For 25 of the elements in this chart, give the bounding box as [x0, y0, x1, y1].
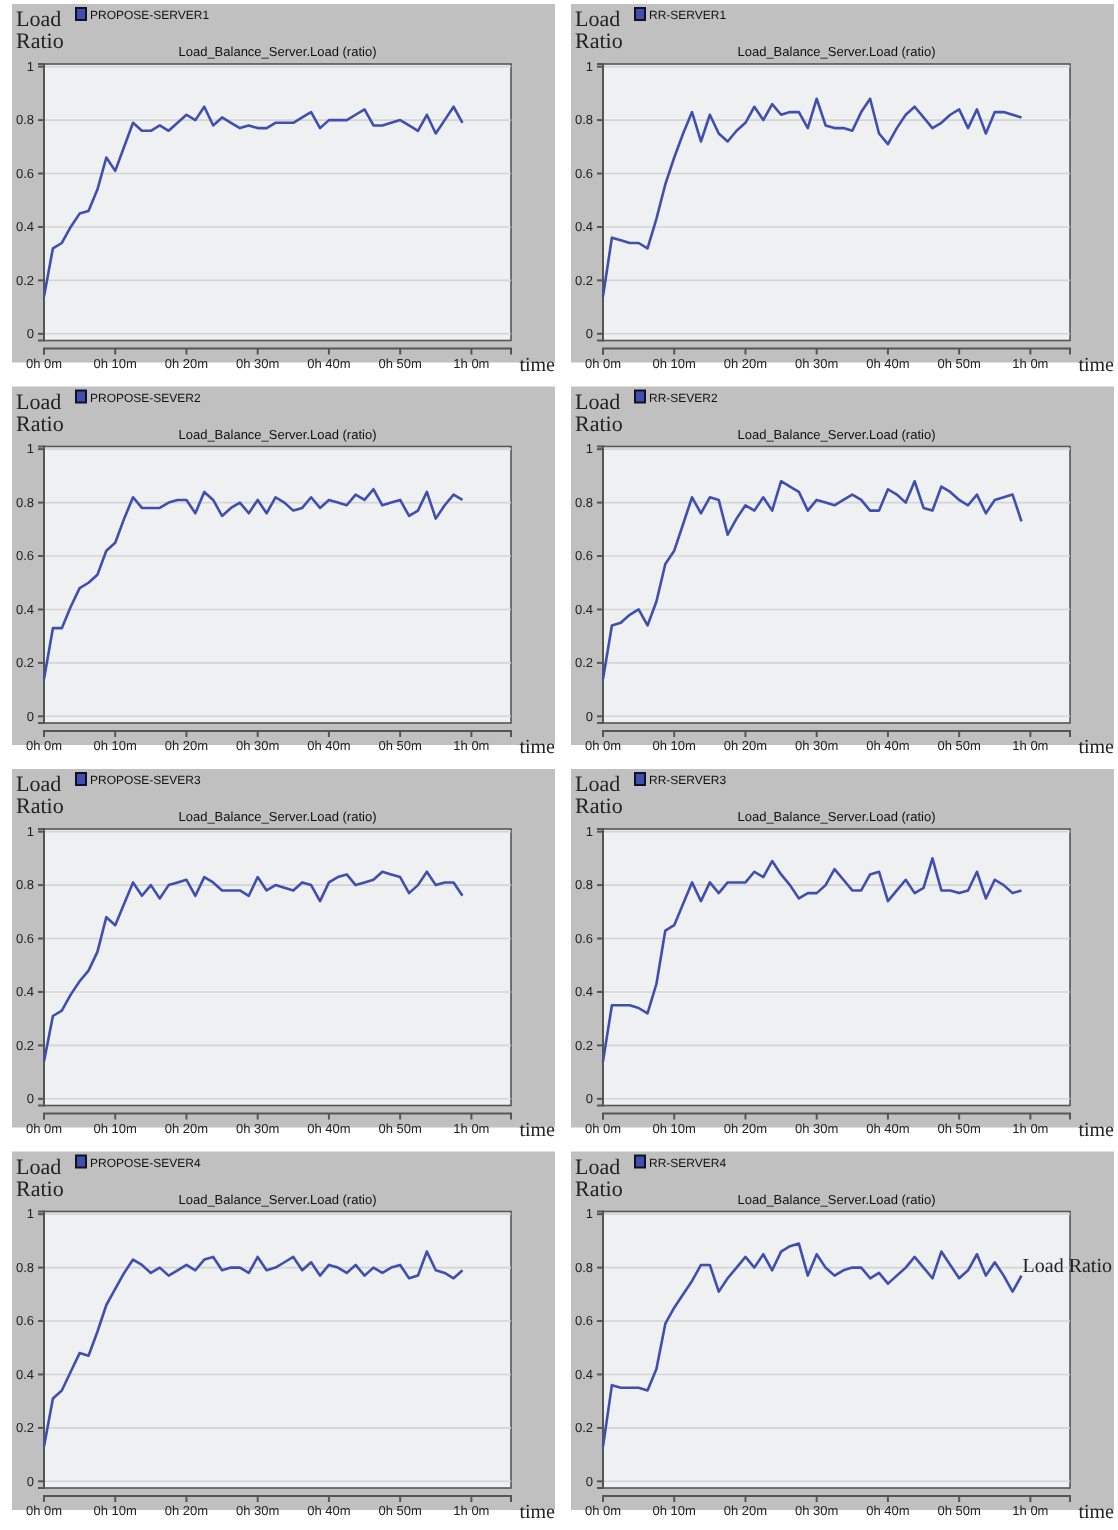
line-series: [601, 857, 1023, 1063]
line-series: [601, 1242, 1023, 1448]
x-axis-title: time: [519, 737, 557, 759]
x-axis-title: time: [1078, 1502, 1116, 1524]
line-series: [42, 105, 464, 298]
y-axis-title: Load Ratio: [575, 8, 624, 54]
line-series: [601, 479, 1023, 681]
y-axis-title: Load Ratio: [575, 390, 624, 437]
x-axis-title: time: [1078, 737, 1116, 759]
y-axis-title: Load Ratio: [16, 390, 65, 437]
x-axis-title: time: [519, 354, 557, 377]
x-axis-title: time: [1078, 354, 1116, 377]
y-axis-title: Load Ratio: [575, 1155, 624, 1202]
y-axis-title: Load Ratio: [16, 773, 65, 819]
line-series: [42, 1250, 464, 1448]
x-axis-title: time: [1078, 1119, 1116, 1142]
x-axis-title: time: [519, 1502, 557, 1524]
y-axis-title: Load Ratio: [16, 1155, 65, 1202]
y-axis-title: Load Ratio: [575, 773, 624, 819]
line-series: [42, 487, 464, 681]
line-series: [601, 97, 1023, 298]
y-axis-title: Load Ratio: [16, 8, 65, 54]
line-series: [42, 870, 464, 1063]
annotation: Load Ratio: [1022, 1255, 1112, 1278]
x-axis-title: time: [519, 1119, 557, 1142]
